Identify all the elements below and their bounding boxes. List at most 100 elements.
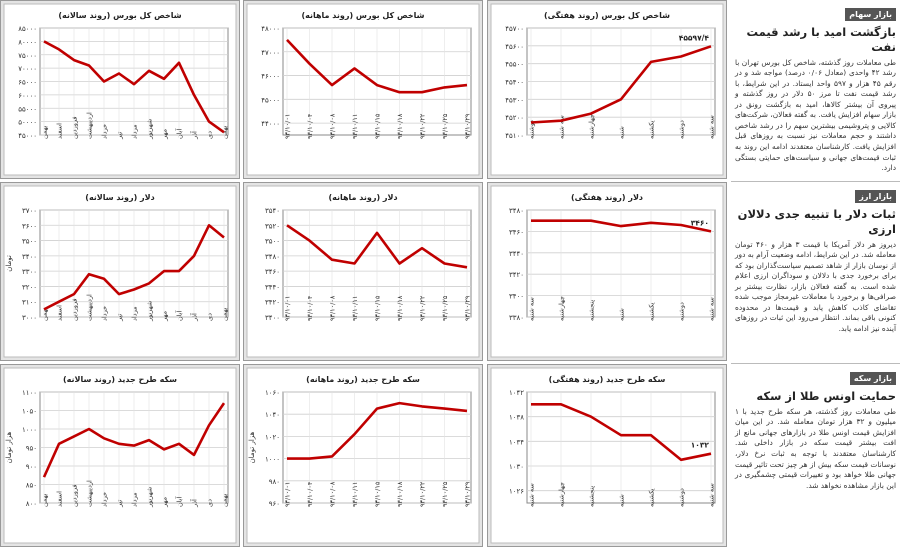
x-tick-label: پنجشنبه [588,300,596,321]
y-tick-label: ۳۴۴۰ [509,250,524,258]
x-tick-label: یکشنبه [648,120,656,139]
chart-title: سکه طرح جدید (روند ماهانه) [306,375,420,384]
y-tick-label: ۱۰۳۸ [509,414,524,422]
x-tick-label: مهر [161,129,169,140]
section-tag: بازار ارز [855,190,896,203]
x-tick-label: مهر [161,311,169,322]
y-tick-label: ۱۰۴۲ [509,389,524,397]
x-tick-label: ۹۳/۱۰/۰۸ [329,295,337,321]
x-tick-label: ۹۳/۱۰/۱۸ [396,295,404,321]
y-tick-label: ۴۸۰۰۰ [261,25,280,33]
x-tick-label: ۹۳/۱۰/۱۵ [374,295,382,321]
x-tick-label: ۹۳/۱۰/۲۲ [419,295,427,321]
y-tick-label: ۳۴۸۰ [509,207,524,215]
x-tick-label: بهمن [221,493,229,507]
y-tick-label: ۴۷۰۰۰ [261,49,280,57]
x-tick-label: ۹۳/۱۰/۰۴ [306,481,314,507]
chart-title: دلار (روند سالانه) [85,193,154,202]
section-tag: بازار سکه [849,372,896,385]
body: دیروز هر دلار آمریکا با قیمت ۳ هزار و ۴۶… [734,239,896,333]
x-tick-label: خرداد [101,124,109,139]
y-tick-label: ۳۷۰۰ [22,207,37,215]
x-tick-label: ۹۳/۱۰/۰۱ [284,114,292,139]
chart-title: شاخص کل بورس (روند هفتگی) [544,10,670,21]
y-tick-label: ۹۵۰ [26,445,37,453]
y-tick-label: ۳۶۰۰ [22,222,37,230]
headline: ثبات دلار با تنبیه جدی دلالان ارزی [737,207,896,236]
y-tick-label: ۴۵۵۰۰ [505,61,524,69]
x-tick-label: مرداد [131,492,139,507]
body: طی معاملات روز گذشته، هر سکه طرح جدید با… [735,406,896,490]
x-tick-label: یکشنبه [648,302,656,321]
x-tick-label: اردیبهشت [86,480,94,507]
x-tick-label: اسفند [56,123,64,139]
y-tick-label: ۳۴۲۰ [509,271,524,279]
y-tick-label: ۸۰۰۰۰ [18,38,37,46]
x-tick-label: اسفند [56,305,64,321]
charts: شاخص کل بورس (روند سالانه) ۴۵۰۰۰ ۵۰۰۰۰ ۵۵۰۰… [0,0,727,547]
y-axis-label: تومان [5,255,13,272]
x-tick-label: بهمن [221,307,229,321]
x-tick-label: دوشنبه [678,488,686,507]
x-tick-label: ۹۳/۱۰/۰۸ [329,481,337,507]
chart-title: شاخص کل بورس (روند ماهانه) [301,11,424,21]
x-tick-label: ۹۳/۱۰/۲۵ [441,113,449,139]
x-tick-label: ۹۳/۱۰/۱۱ [351,482,359,507]
y-tick-label: ۳۵۰۰ [22,238,37,246]
chart-title: سکه طرح جدید (روند سالانه) [63,375,177,384]
y-axis-label: هزار تومان [5,431,13,463]
x-tick-label: سه شنبه [558,115,566,139]
trend-line [43,40,225,134]
x-tick-label: مرداد [131,306,139,321]
y-tick-label: ۳۴۰۰ [265,314,280,322]
y-tick-label: ۶۰۰۰۰ [18,92,37,100]
x-tick-label: ۹۳/۱۰/۲۹ [464,481,472,507]
x-tick-label: بهمن [41,125,49,139]
y-tick-label: ۳۳۸۰ [509,314,524,322]
x-tick-label: ۹۳/۱۰/۱۸ [396,113,404,139]
y-tick-label: ۵۵۰۰۰ [18,105,37,113]
x-tick-label: آذر [190,498,199,508]
x-tick-label: دی [206,313,214,321]
x-tick-label: فروردین [71,484,79,507]
x-tick-label: ۹۳/۱۰/۲۹ [464,113,472,139]
x-tick-label: اردیبهشت [86,294,94,321]
y-tick-label: ۳۴۸۰ [265,253,280,261]
x-tick-label: بهمن [41,307,49,321]
headline: بازگشت امید با رشد قیمت نفت [746,25,896,54]
y-tick-label: ۸۵۰۰۰ [18,25,37,33]
x-tick-label: مهر [161,497,169,508]
y-tick-label: ۱۱۰۰ [22,389,37,397]
x-tick-label: تیر [116,499,124,508]
x-tick-label: ۹۳/۱۰/۲۹ [464,295,472,321]
y-axis-label: هزار تومان [248,431,256,463]
x-tick-label: خرداد [101,492,109,507]
chart-title: دلار (روند هفتگی) [571,192,643,202]
x-tick-label: تیر [116,131,124,140]
y-tick-label: ۱۰۳۰ [509,463,524,471]
x-tick-label: دوشنبه [678,120,686,139]
trend-line [286,39,468,94]
y-tick-label: ۱۰۰۰ [22,426,37,434]
x-tick-label: دوشنبه [678,302,686,321]
y-tick-label: ۵۰۰۰۰ [18,119,37,127]
x-tick-label: تیر [116,313,124,322]
trend-line [43,224,225,311]
y-tick-label: ۴۵۲۰۰ [505,114,524,122]
y-tick-label: ۱۰۶۰ [265,389,280,397]
x-tick-label: ۹۳/۱۰/۱۵ [374,113,382,139]
x-tick-label: یکشنبه [648,488,656,507]
x-tick-label: ۹۳/۱۰/۲۵ [441,481,449,507]
x-tick-label: آبان [175,127,184,139]
x-tick-label: ۹۳/۱۰/۱۱ [351,296,359,321]
x-tick-label: دی [206,499,214,507]
x-tick-label: سه شنبه [708,483,716,507]
y-tick-label: ۴۵۷۰۰ [505,25,524,33]
y-tick-label: ۴۵۶۰۰ [505,43,524,51]
x-tick-label: ۹۳/۱۰/۰۱ [284,296,292,321]
x-tick-label: آبان [175,309,184,321]
y-tick-label: ۷۰۰۰۰ [18,65,37,73]
x-tick-label: ۹۳/۱۰/۰۸ [329,113,337,139]
x-tick-label: چهارشنبه [588,114,596,139]
